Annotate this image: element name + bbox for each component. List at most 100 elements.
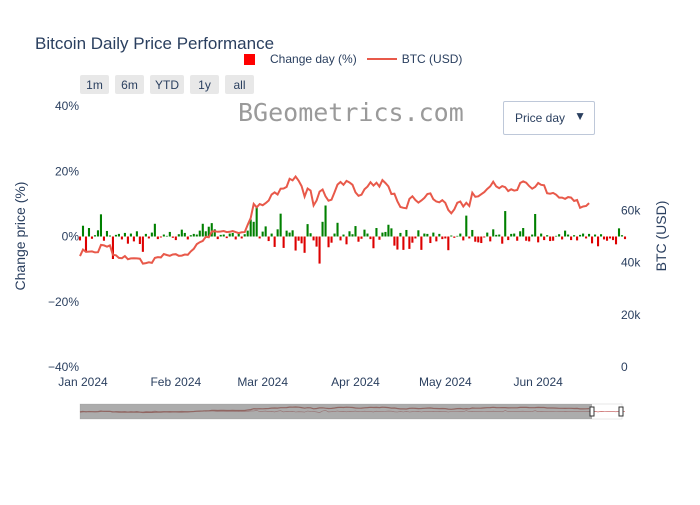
change-bar <box>456 235 459 237</box>
legend-item-btc[interactable]: BTC (USD) <box>366 52 462 66</box>
change-bar <box>426 233 429 237</box>
change-bar <box>216 236 219 240</box>
y-left-tick-label: 40% <box>55 99 79 113</box>
change-bar <box>276 229 279 237</box>
change-bar <box>471 229 474 237</box>
change-bar <box>468 236 471 239</box>
y-right-tick-label: 20k <box>621 308 641 322</box>
change-bar <box>255 206 258 237</box>
change-bar <box>423 233 426 237</box>
change-bar <box>579 234 582 237</box>
change-bar <box>591 236 594 244</box>
change-bar <box>594 234 597 237</box>
change-bar <box>444 236 447 239</box>
change-bar <box>279 213 282 237</box>
change-bar <box>381 232 384 237</box>
change-bar <box>570 236 573 241</box>
change-bar <box>354 226 357 237</box>
change-bar <box>399 232 402 237</box>
change-bar <box>171 236 174 238</box>
change-bar <box>459 233 462 237</box>
y-right-tick-label: 40k <box>621 256 641 270</box>
price-day-dropdown[interactable]: Price day ▼ <box>503 101 595 135</box>
range-button-ytd[interactable]: YTD <box>150 75 184 94</box>
change-bar <box>486 232 489 237</box>
change-bar <box>582 233 585 237</box>
change-bar <box>273 236 276 247</box>
change-bar <box>198 230 201 237</box>
change-bar <box>447 236 450 251</box>
change-bar <box>477 236 480 243</box>
y-left-tick-label: −40% <box>48 360 79 374</box>
legend-label-change: Change day (%) <box>270 52 357 66</box>
change-bar <box>270 233 273 237</box>
change-bar <box>324 205 327 237</box>
change-bar <box>531 234 534 237</box>
change-bar <box>135 231 138 237</box>
range-slider-right-handle[interactable] <box>618 406 624 417</box>
change-bar <box>483 236 486 238</box>
change-bar <box>611 236 615 241</box>
change-bar <box>576 236 579 241</box>
change-bar <box>138 236 141 245</box>
change-bar <box>123 232 126 237</box>
change-bar <box>369 236 372 240</box>
change-bar <box>534 213 537 237</box>
change-bar <box>378 236 381 240</box>
change-bar <box>435 236 438 242</box>
change-bar <box>243 234 246 237</box>
change-bar <box>153 223 156 237</box>
change-bar <box>186 236 189 240</box>
change-bar <box>432 232 435 237</box>
x-tick-label: Feb 2024 <box>150 375 201 389</box>
change-bar <box>117 233 120 237</box>
change-bar <box>129 233 132 237</box>
change-bar <box>93 235 97 237</box>
change-bar <box>366 233 369 237</box>
change-bar <box>543 236 546 241</box>
change-bar <box>507 236 510 241</box>
change-bar <box>102 236 106 241</box>
change-bar <box>602 236 606 240</box>
change-bar <box>537 236 540 243</box>
change-bar <box>339 236 342 241</box>
change-bar <box>402 236 405 250</box>
change-bar <box>231 232 234 237</box>
change-bar <box>141 236 144 252</box>
change-bar <box>384 231 387 237</box>
dropdown-arrow-icon: ▼ <box>574 109 586 123</box>
change-bar <box>513 233 516 237</box>
change-bar <box>360 236 363 239</box>
change-bar <box>348 231 351 237</box>
range-slider-left-handle[interactable] <box>589 406 595 417</box>
range-button-1y[interactable]: 1y <box>190 75 219 94</box>
change-bar <box>177 234 180 237</box>
x-tick-label: Mar 2024 <box>237 375 288 389</box>
change-bar <box>336 222 339 237</box>
change-bar <box>614 236 618 245</box>
change-bar <box>306 224 309 237</box>
y-right-tick-label: 60k <box>621 203 641 217</box>
range-button-all[interactable]: all <box>225 75 254 94</box>
change-bar <box>465 215 468 237</box>
change-bar <box>417 230 420 237</box>
change-bar <box>429 236 432 244</box>
change-bar <box>528 236 531 242</box>
change-bar <box>222 234 225 237</box>
range-button-1m[interactable]: 1m <box>80 75 109 94</box>
change-bar <box>522 228 525 237</box>
change-bar <box>300 236 303 244</box>
change-bar <box>450 235 453 237</box>
change-bar <box>608 236 612 239</box>
range-button-6m[interactable]: 6m <box>115 75 144 94</box>
change-bar <box>441 236 444 240</box>
legend-item-change[interactable]: Change day (%) <box>244 52 357 66</box>
change-bar <box>246 230 249 237</box>
change-bar <box>620 235 624 237</box>
chart-title: Bitcoin Daily Price Performance <box>35 34 275 53</box>
change-bar <box>219 234 222 237</box>
change-bar <box>210 223 213 237</box>
change-bar <box>87 228 91 237</box>
